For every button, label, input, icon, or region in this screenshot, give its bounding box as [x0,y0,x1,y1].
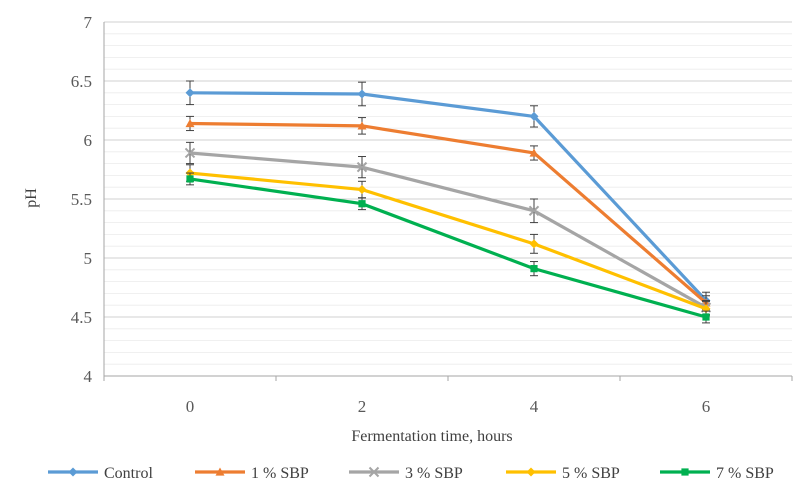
legend-label: 1 % SBP [251,465,309,482]
data-point [215,467,225,476]
data-point [681,468,689,476]
x-tick-label: 2 [358,397,367,416]
legend-item: Control [48,465,153,482]
legend-item: 1 % SBP [195,465,309,482]
x-axis-title: Fermentation time, hours [351,428,512,445]
y-tick-label: 5.5 [71,190,92,209]
series-7-sbp [186,172,710,324]
data-point [368,466,380,478]
series-3-sbp [184,141,712,316]
legend-label: 5 % SBP [562,465,620,482]
x-tick-label: 6 [702,397,711,416]
series-line [189,171,707,311]
y-tick-label: 6.5 [71,72,92,91]
data-point [529,111,539,121]
series-line [189,91,708,302]
grid-layer [104,21,792,365]
data-point [68,467,78,477]
y-tick-label: 7 [84,13,93,32]
y-tick-label: 5 [84,249,93,268]
data-point [357,121,367,130]
legend-item: 3 % SBP [349,465,463,482]
axis-layer [103,22,793,381]
series-line [189,151,707,309]
series-line [189,121,708,305]
data-point [184,147,196,159]
legend-item: 5 % SBP [506,465,620,482]
data-point [358,200,366,208]
series-line [189,177,707,319]
data-point [185,88,195,98]
data-point [530,265,538,273]
legend-label: Control [104,465,153,482]
y-tick-label: 6 [84,131,93,150]
data-point [529,239,539,249]
series-control [185,80,711,310]
y-axis-title: pH [23,188,40,208]
data-point [185,118,195,128]
tick-layer: 4 4.5 5 5.5 6 6.5 7 0 2 4 6 [71,13,711,416]
data-point [528,205,540,217]
x-tick-label: 0 [186,397,195,416]
y-tick-label: 4.5 [71,308,92,327]
legend-label: 3 % SBP [405,465,463,482]
data-point [356,161,368,173]
data-point [357,185,367,195]
legend-label: 7 % SBP [716,465,774,482]
legend: Control 1 % SBP 3 % SBP 5 % SBP 7 % SBP [48,465,774,482]
y-tick-label: 4 [84,367,93,386]
series-layer [184,80,712,324]
data-point [702,313,710,321]
data-point [357,89,367,99]
data-point [186,175,194,183]
data-point [526,467,536,477]
data-point [529,148,539,157]
x-tick-label: 4 [530,397,539,416]
legend-item: 7 % SBP [660,465,774,482]
